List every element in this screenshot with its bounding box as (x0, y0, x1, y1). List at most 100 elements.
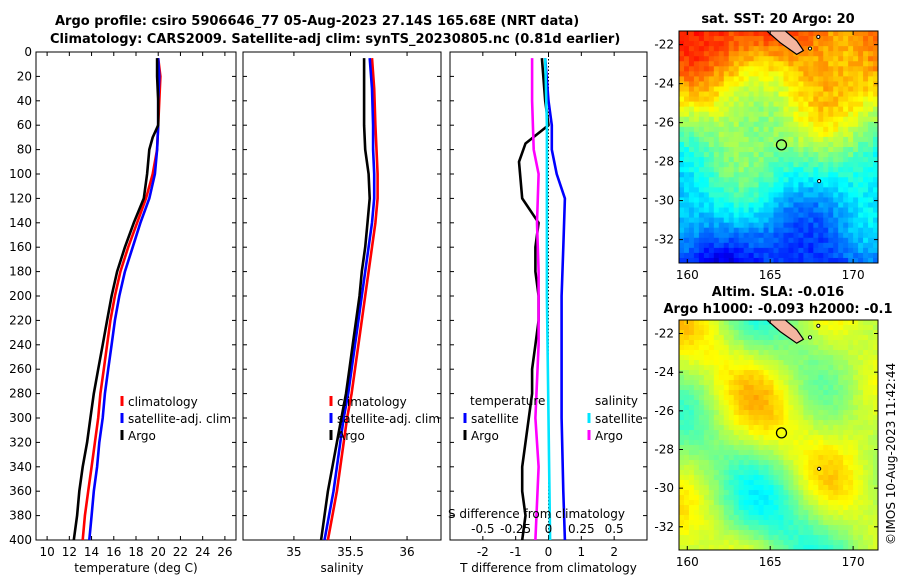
sst_map-cell (858, 111, 864, 118)
sst_map-cell (773, 101, 780, 108)
sst_map-cell (868, 111, 874, 118)
sst_map-cell (833, 96, 839, 103)
sla_map-cell (808, 400, 814, 406)
sst_map-cell (718, 76, 725, 83)
sla_map-cell (738, 405, 745, 411)
sla_map-cell (773, 385, 780, 391)
sla_map-cell (728, 360, 735, 366)
sla_map-cell (743, 475, 750, 481)
sst_map-field (679, 31, 878, 263)
sla_map-cell (798, 470, 804, 476)
sst_map-cell (693, 41, 700, 47)
sst_map-cell (783, 121, 790, 128)
sst_map-cell (818, 86, 824, 93)
sla_map-cell (758, 460, 765, 466)
sla_map-cell (703, 390, 710, 396)
sst_map-cell (838, 36, 844, 42)
sst_map-cell (823, 96, 829, 103)
sla_map-cell (823, 465, 829, 471)
sst_map-cell (728, 71, 735, 77)
sla_map-cell (798, 325, 804, 331)
sst_map-cell (733, 66, 740, 72)
sst_map-cell (828, 96, 834, 103)
sst_map-cell (758, 217, 765, 224)
sst_map-cell (723, 116, 730, 123)
sst_map-cell (783, 157, 790, 163)
sla_map-cell (703, 370, 710, 376)
sla_map-cell (733, 390, 740, 396)
sla_map-cell (833, 520, 839, 526)
sst_map-cell (793, 232, 799, 239)
sst_map-cell (698, 192, 705, 199)
sst_map-cell (788, 96, 795, 103)
sla_map-cell (693, 515, 700, 521)
sla_map-cell (738, 535, 745, 541)
sla_map-cell (853, 400, 859, 406)
sla_map-cell (778, 340, 785, 346)
sla_map-cell (818, 405, 824, 411)
sst_map-cell (848, 187, 854, 193)
sla_map-cell (773, 500, 780, 506)
sst_map-cell (813, 162, 819, 168)
sst_map-cell (743, 56, 750, 62)
sst_map-cell (723, 61, 730, 67)
sst_map-cell (848, 177, 854, 183)
sst_map-cell (768, 197, 775, 204)
sla_map-cell (788, 445, 795, 451)
sla_map-cell (713, 455, 720, 461)
sla_map-cell (813, 495, 819, 501)
sst_map-cell (858, 237, 864, 244)
sst_map-cell (763, 116, 770, 123)
sst_map-cell (713, 207, 720, 214)
sla_map-cell (723, 320, 730, 326)
sla_map-cell (828, 350, 834, 356)
sla_map-cell (773, 355, 780, 361)
sst_map-cell (853, 46, 859, 52)
sla_map-cell (788, 535, 795, 541)
sst_map-cell (783, 71, 790, 77)
sla_map-cell (718, 515, 725, 521)
salinity-legend-label: climatology (337, 395, 407, 409)
sst_map-cell (683, 61, 690, 67)
sst_map-cell (803, 46, 809, 52)
sst_map-cell (688, 136, 695, 143)
sst_map-cell (693, 111, 700, 118)
sst_map-cell (758, 141, 765, 148)
sla_map-cell (853, 340, 859, 346)
sla_map-cell (748, 440, 755, 446)
sla_map-cell (848, 375, 854, 381)
sst_map-cell (873, 121, 878, 128)
sst_map-cell (813, 237, 819, 244)
sst_map-cell (683, 51, 690, 57)
sla_map-cell (798, 490, 804, 496)
sst_map-cell (698, 31, 705, 37)
sla_map-cell (713, 350, 720, 356)
sla_map-cell (763, 380, 770, 386)
sst_map-cell (728, 152, 735, 158)
sst_map-cell (868, 96, 874, 103)
sla_map-cell (679, 475, 685, 481)
sst_map-cell (768, 152, 775, 158)
sla_map-cell (778, 535, 785, 541)
sla_map-cell (698, 320, 705, 326)
sla_map-cell (679, 410, 685, 416)
sla_map-cell (833, 355, 839, 361)
sst_map-cell (738, 101, 745, 108)
sla_map-cell (823, 435, 829, 441)
xtick-label-s-difference: 0 (545, 522, 553, 536)
sla_map-cell (798, 330, 804, 336)
sst_map-cell (778, 252, 785, 259)
sla_map-cell (718, 380, 725, 386)
sla_map-cell (738, 400, 745, 406)
sla_map-cell (693, 465, 700, 471)
sla_map-argo-marker (775, 427, 788, 439)
sst_map-cell (718, 136, 725, 143)
sla_map-cell (758, 380, 765, 386)
sla_map-cell (768, 360, 775, 366)
sla_map-cell (768, 450, 775, 456)
sst_map-cell (853, 71, 859, 77)
sst_map-cell (738, 126, 745, 133)
sst_map-cell (738, 46, 745, 52)
sst_map-cell (803, 86, 809, 93)
sla_map-cell (873, 530, 878, 536)
